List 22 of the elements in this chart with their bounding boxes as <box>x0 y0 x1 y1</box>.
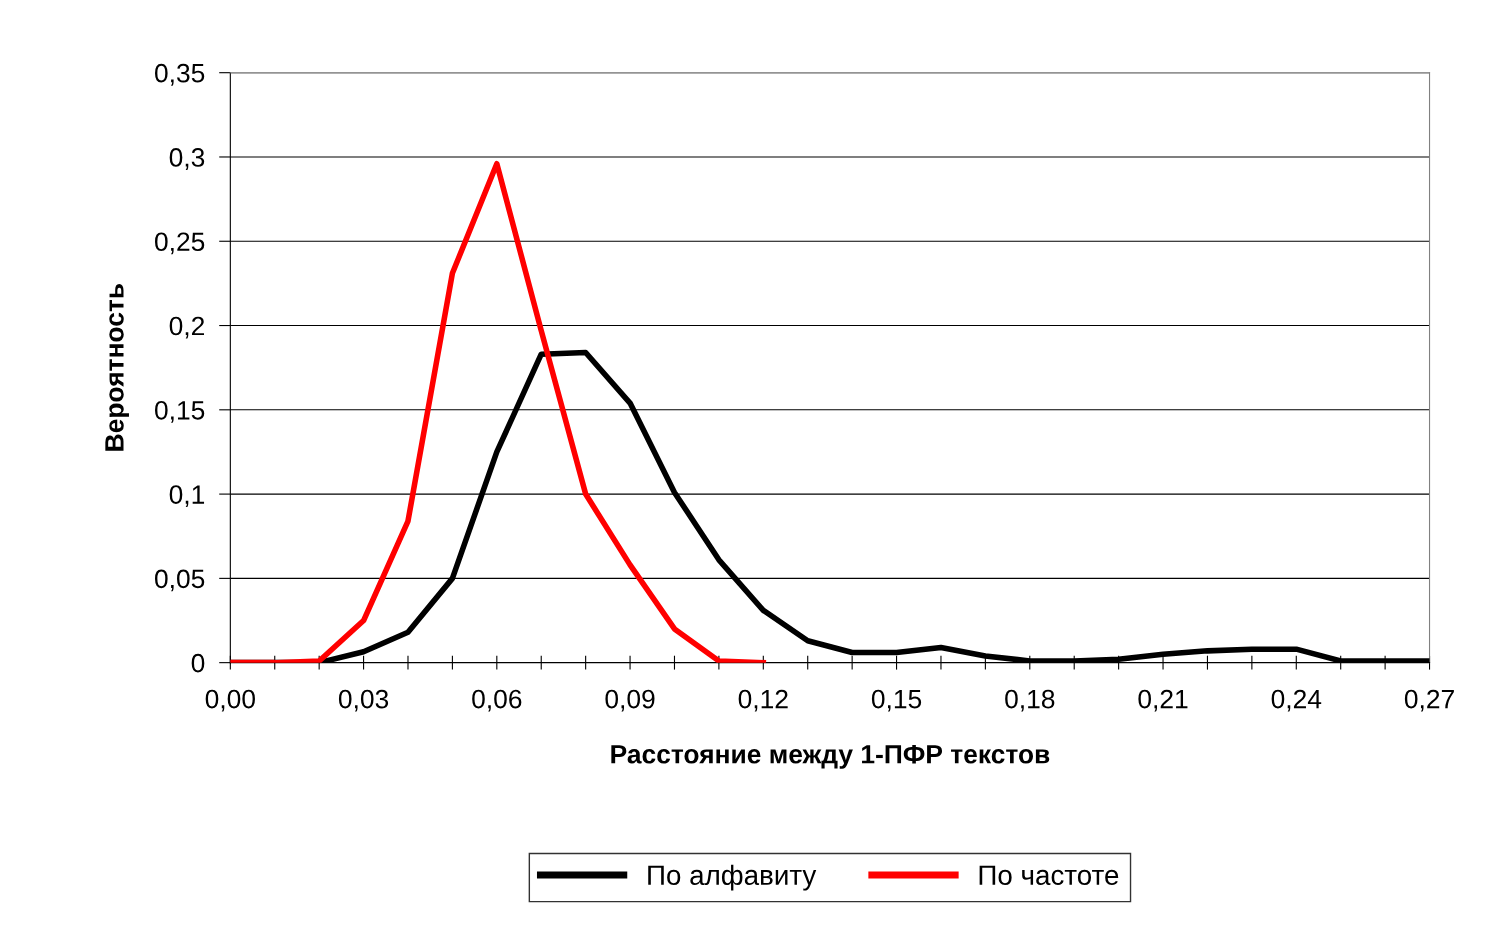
y-tick-label: 0,2 <box>169 316 205 339</box>
y-tick-label: 0 <box>191 653 205 673</box>
x-tick-label: 0,09 <box>605 689 655 712</box>
x-tick-label: 0,27 <box>1404 689 1454 712</box>
y-tick-label: 0,35 <box>155 63 205 86</box>
legend-label: По алфавиту <box>648 864 817 891</box>
y-tick-label: 0,25 <box>155 232 205 255</box>
x-tick-label: 0,18 <box>1005 689 1055 712</box>
x-tick-label: 0,06 <box>472 689 522 712</box>
x-tick-label: 0,03 <box>338 689 389 712</box>
x-tick-label: 0,24 <box>1271 689 1322 712</box>
y-tick-label: 0,3 <box>169 148 205 170</box>
x-axis-title: Расстояние между 1-ПФР текстов <box>611 745 1050 769</box>
x-tick-label: 0,12 <box>738 689 788 712</box>
x-tick-label: 0,00 <box>205 689 255 712</box>
y-tick-label: 0,15 <box>155 400 205 423</box>
legend-label: По частоте <box>979 865 1119 886</box>
x-tick-label: 0,15 <box>871 689 922 712</box>
y-axis-title: Вероятность <box>105 284 129 451</box>
y-tick-label: 0,1 <box>169 485 205 508</box>
y-tick-label: 0,05 <box>155 569 205 592</box>
x-tick-label: 0,21 <box>1138 689 1188 712</box>
